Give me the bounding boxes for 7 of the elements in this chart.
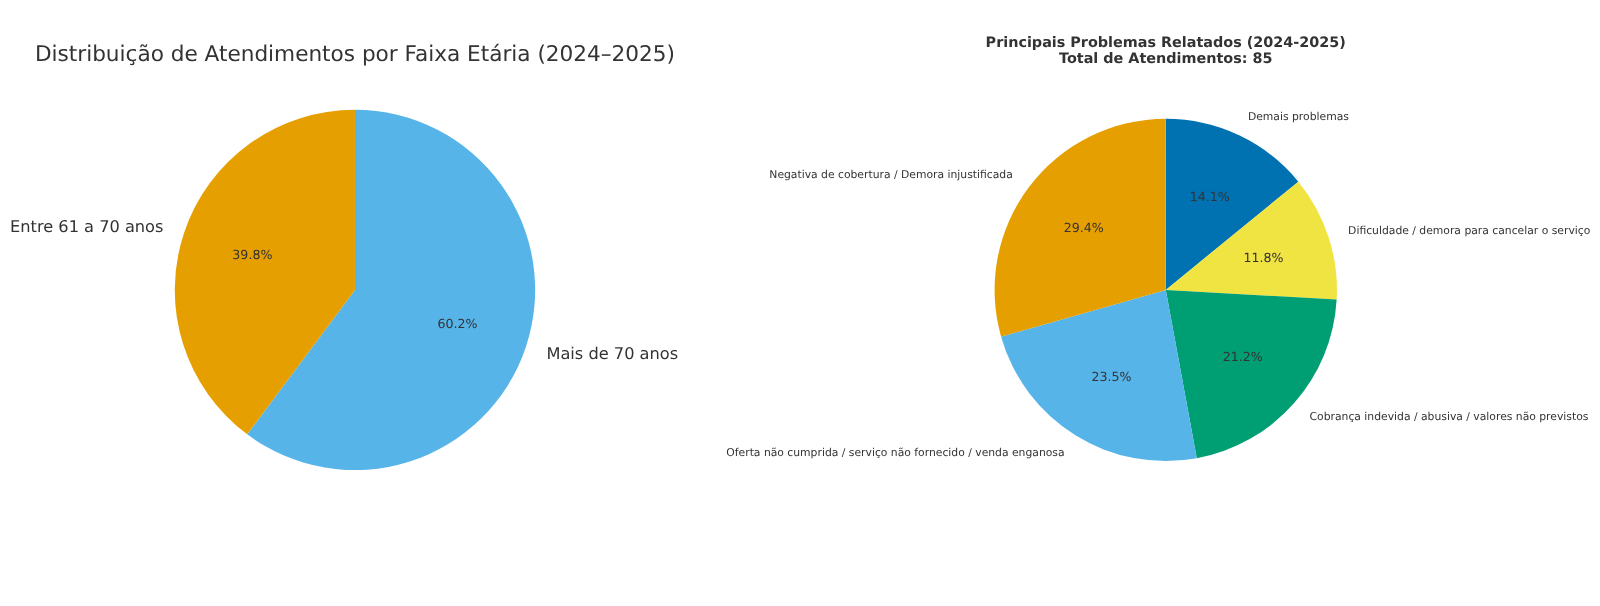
- pie-slice: [175, 109, 355, 435]
- pie-slice: [1165, 181, 1337, 300]
- slice-label: Entre 61 a 70 anos: [10, 215, 164, 236]
- chart-title: Distribuição de Atendimentos por Faixa Etária (2024–2025): [34, 41, 675, 68]
- slice-label: Mais de 70 anos: [546, 342, 679, 363]
- chart-title: Principais Problemas Relatados (2024-2025): [985, 32, 1346, 51]
- chart-subtitle: Total de Atendimentos: 85: [1058, 48, 1273, 67]
